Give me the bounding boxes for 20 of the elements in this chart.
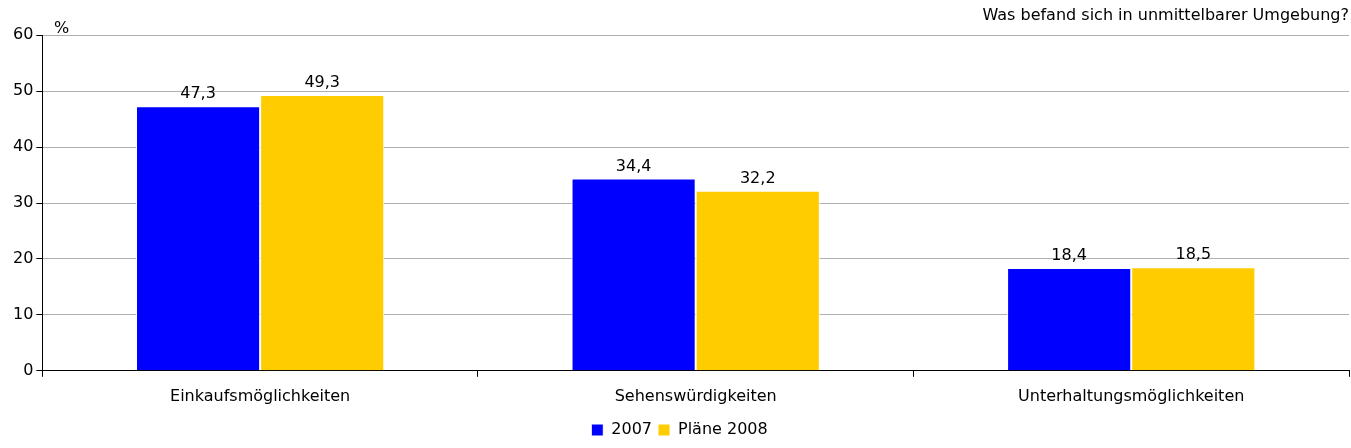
y-tick-label: 50 xyxy=(13,80,34,100)
data-label: 32,2 xyxy=(739,167,776,187)
data-label: 34,4 xyxy=(615,155,652,175)
y-tick-label: 0 xyxy=(23,359,34,379)
x-tick-label: Sehenswürdigkeiten xyxy=(614,385,777,405)
y-tick-label: 40 xyxy=(13,136,34,156)
y-tick-label: 20 xyxy=(13,248,34,268)
chart-title: Was befand sich in unmittelbarer Umgebung? xyxy=(982,4,1349,24)
data-label: 47,3 xyxy=(180,83,216,103)
legend-label: 2007 xyxy=(611,419,653,439)
y-tick-label: 10 xyxy=(13,304,34,324)
x-tick-label: Unterhaltungsmöglichkeiten xyxy=(1018,385,1245,405)
x-tick-label: Einkaufsmöglichkeiten xyxy=(170,385,351,405)
data-label: 18,5 xyxy=(1175,244,1212,264)
y-tick-label: 30 xyxy=(13,192,34,212)
data-label: 18,4 xyxy=(1051,245,1087,265)
y-axis-title: % xyxy=(54,18,70,37)
legend-label: Pläne 2008 xyxy=(678,419,768,439)
y-tick-label: 60 xyxy=(13,24,34,44)
data-label: 49,3 xyxy=(304,72,341,92)
